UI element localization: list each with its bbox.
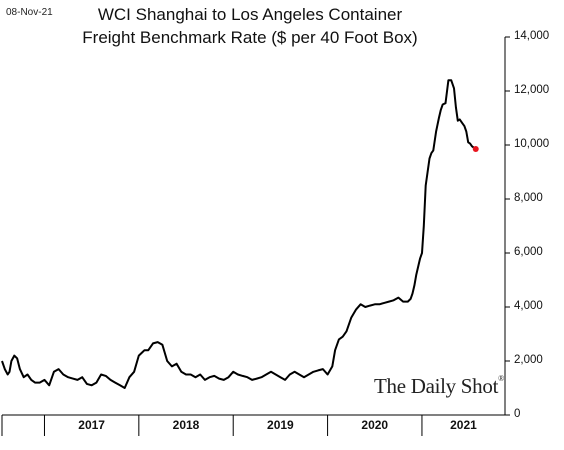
- watermark-text: The Daily Shot: [374, 374, 499, 398]
- rate-series-line: [1, 79, 477, 389]
- date-stamp: 08-Nov-21: [6, 7, 53, 18]
- x-tick-label: 2018: [172, 418, 200, 432]
- x-tick-label: 2017: [78, 418, 105, 432]
- y-tick-label: 4,000: [514, 300, 543, 312]
- y-tick-label: 2,000: [514, 354, 543, 366]
- series-layer: [1, 79, 479, 389]
- daily-shot-watermark: The Daily Shot®: [374, 374, 504, 399]
- y-tick-label: 14,000: [514, 30, 550, 42]
- x-tick-label: 2020: [361, 418, 389, 432]
- last-value-dot: [472, 146, 479, 153]
- registered-mark: ®: [498, 374, 504, 383]
- y-tick-label: 8,000: [514, 192, 543, 204]
- chart-title-line-2: Freight Benchmark Rate ($ per 40 Foot Bo…: [82, 28, 418, 47]
- y-tick-label: 10,000: [514, 138, 550, 150]
- x-tick-label: 2019: [267, 418, 294, 432]
- x-tick-label: 2021: [450, 418, 477, 432]
- y-tick-label: 0: [514, 408, 521, 420]
- y-tick-label: 6,000: [514, 246, 543, 258]
- axes: [1, 36, 510, 436]
- y-tick-label: 12,000: [514, 84, 550, 96]
- chart-title-line-1: WCI Shanghai to Los Angeles Container: [97, 5, 403, 24]
